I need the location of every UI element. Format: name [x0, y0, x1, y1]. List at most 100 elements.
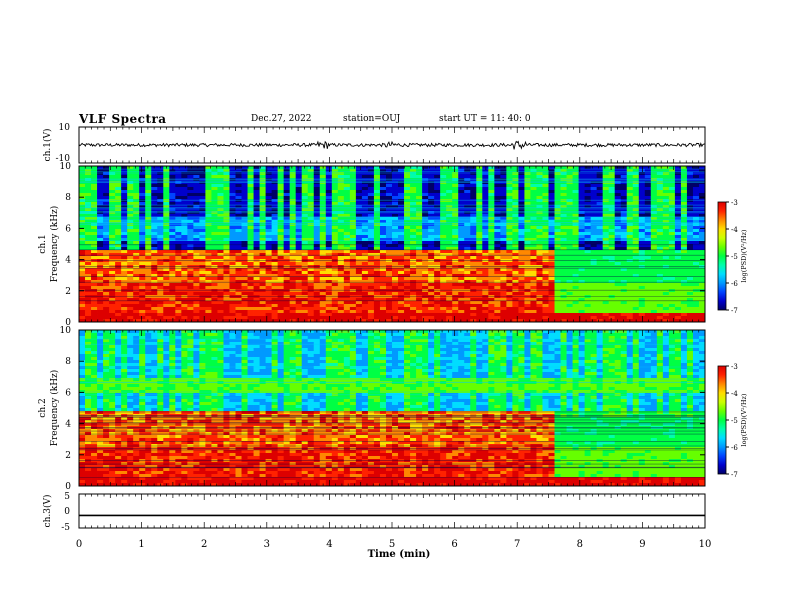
spectrogram-cell: [241, 199, 248, 203]
spectrogram-cell: [650, 166, 658, 170]
spectrogram-cell: [686, 190, 694, 194]
spectrogram-cell: [205, 175, 212, 179]
spectrogram-cell: [325, 274, 333, 278]
spectrogram-cell: [458, 217, 465, 221]
spectrogram-cell: [211, 238, 218, 242]
spectrogram-cell: [175, 250, 182, 254]
spectrogram-cell: [361, 175, 369, 179]
spectrogram-cell: [259, 172, 266, 176]
spectrogram-cell: [614, 304, 622, 308]
spectrogram-cell: [560, 280, 567, 284]
spectrogram-cell: [434, 226, 441, 230]
spectrogram-cell: [175, 274, 182, 278]
spectrogram-cell: [590, 292, 598, 296]
spectrogram-cell: [139, 199, 146, 203]
spectrogram-cell: [253, 286, 260, 290]
spectrogram-cell: [295, 289, 303, 293]
spectrogram-cell: [85, 220, 92, 224]
spectrogram-cell: [494, 286, 501, 290]
spectrogram-cell: [680, 175, 688, 179]
spectrogram-cell: [193, 274, 200, 278]
spectrogram-cell: [506, 193, 513, 197]
spectrogram-cell: [337, 286, 345, 290]
spectrogram-cell: [650, 274, 658, 278]
spectrogram-cell: [476, 256, 483, 260]
spectrogram-cell: [470, 244, 477, 248]
spectrogram-cell: [674, 304, 682, 308]
spectrogram-cell: [452, 244, 459, 248]
spectrogram-cell: [662, 235, 670, 239]
spectrogram-cell: [169, 289, 176, 293]
spectrogram-cell: [169, 268, 176, 272]
spectrogram-cell: [109, 193, 116, 197]
spectrogram-cell: [115, 175, 122, 179]
spectrogram-cell: [470, 226, 477, 230]
spectrogram-cell: [145, 262, 152, 266]
spectrogram-cell: [518, 289, 525, 293]
spectrogram-cell: [644, 166, 652, 170]
spectrogram-cell: [181, 289, 188, 293]
spectrogram-cell: [85, 277, 92, 281]
spectrogram-cell: [373, 220, 381, 224]
spectrogram-cell: [590, 202, 598, 206]
spectrogram-cell: [145, 250, 152, 254]
spectrogram-cell: [379, 184, 387, 188]
spectrogram-cell: [482, 271, 489, 275]
spectrogram-cell: [343, 172, 351, 176]
spectrogram-cell: [109, 271, 116, 275]
spectrogram-cell: [644, 298, 652, 302]
spectrogram-cell: [668, 292, 676, 296]
spectrogram-cell: [193, 292, 200, 296]
spectrogram-cell: [632, 223, 640, 227]
spectrogram-cell: [662, 280, 670, 284]
spectrogram-cell: [259, 280, 266, 284]
spectrogram-cell: [416, 247, 423, 251]
spectrogram-cell: [644, 172, 652, 176]
spectrogram-cell: [692, 199, 700, 203]
spectrogram-cell: [614, 214, 622, 218]
spectrogram-cell: [578, 241, 586, 245]
spectrogram-cell: [235, 283, 242, 287]
spectrogram-cell: [247, 193, 254, 197]
spectrogram-cell: [422, 298, 429, 302]
spectrogram-cell: [614, 253, 622, 257]
spectrogram-cell: [458, 241, 465, 245]
spectrogram-cell: [91, 232, 98, 236]
spectrogram-cell: [536, 172, 543, 176]
spectrogram-cell: [127, 262, 134, 266]
spectrogram-cell: [554, 202, 561, 206]
spectrogram-cell: [602, 220, 610, 224]
spectrogram-cell: [97, 280, 104, 284]
spectrogram-cell: [506, 292, 513, 296]
spectrogram-cell: [331, 169, 339, 173]
spectrogram-cell: [632, 187, 640, 191]
spectrogram-cell: [313, 289, 321, 293]
spectrogram-cell: [530, 190, 537, 194]
spectrogram-cell: [536, 247, 543, 251]
spectrogram-cell: [554, 187, 561, 191]
spectrogram-cell: [229, 175, 236, 179]
spectrogram-cell: [307, 304, 315, 308]
spectrogram-cell: [247, 166, 254, 170]
spectrogram-cell: [698, 262, 706, 266]
spectrogram-cell: [211, 172, 218, 176]
spectrogram-cell: [536, 304, 543, 308]
spectrogram-cell: [434, 232, 441, 236]
spectrogram-cell: [295, 217, 303, 221]
spectrogram-cell: [536, 292, 543, 296]
spectrogram-cell: [584, 217, 592, 221]
spectrogram-cell: [398, 199, 405, 203]
spectrogram-cell: [121, 286, 128, 290]
spectrogram-cell: [325, 193, 333, 197]
spectrogram-cell: [223, 199, 230, 203]
spectrogram-cell: [608, 172, 616, 176]
spectrogram-cell: [361, 262, 369, 266]
spectrogram-cell: [97, 271, 104, 275]
spectrogram-cell: [127, 172, 134, 176]
spectrogram-cell: [361, 238, 369, 242]
spectrogram-cell: [187, 256, 194, 260]
spectrogram-cell: [115, 184, 122, 188]
spectrogram-cell: [434, 205, 441, 209]
spectrogram-cell: [584, 292, 592, 296]
spectrogram-cell: [416, 226, 423, 230]
